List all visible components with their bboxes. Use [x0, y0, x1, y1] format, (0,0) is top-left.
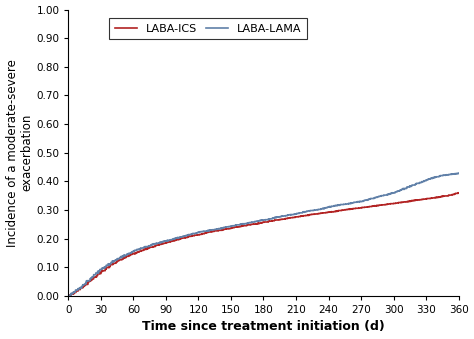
- LABA-ICS: [163, 241, 168, 245]
- X-axis label: Time since treatment initiation (d): Time since treatment initiation (d): [142, 320, 385, 334]
- Legend: LABA-ICS, LABA-LAMA: LABA-ICS, LABA-LAMA: [109, 18, 307, 39]
- LABA-LAMA: [213, 227, 219, 232]
- LABA-ICS: [249, 222, 255, 226]
- LABA-LAMA: [273, 215, 279, 219]
- Line: LABA-LAMA: LABA-LAMA: [68, 173, 458, 296]
- LABA-ICS: [65, 294, 71, 298]
- LABA-LAMA: [65, 294, 71, 298]
- Line: LABA-ICS: LABA-ICS: [68, 193, 458, 296]
- LABA-ICS: [297, 215, 302, 219]
- LABA-ICS: [406, 199, 412, 203]
- LABA-ICS: [87, 279, 93, 283]
- LABA-ICS: [456, 191, 461, 195]
- LABA-LAMA: [408, 184, 413, 188]
- LABA-ICS: [323, 211, 329, 215]
- LABA-LAMA: [197, 230, 203, 234]
- LABA-LAMA: [423, 178, 429, 182]
- LABA-LAMA: [456, 171, 461, 175]
- LABA-LAMA: [182, 234, 188, 238]
- Y-axis label: Incidence of a moderate-severe
exacerbation: Incidence of a moderate-severe exacerbat…: [6, 59, 34, 247]
